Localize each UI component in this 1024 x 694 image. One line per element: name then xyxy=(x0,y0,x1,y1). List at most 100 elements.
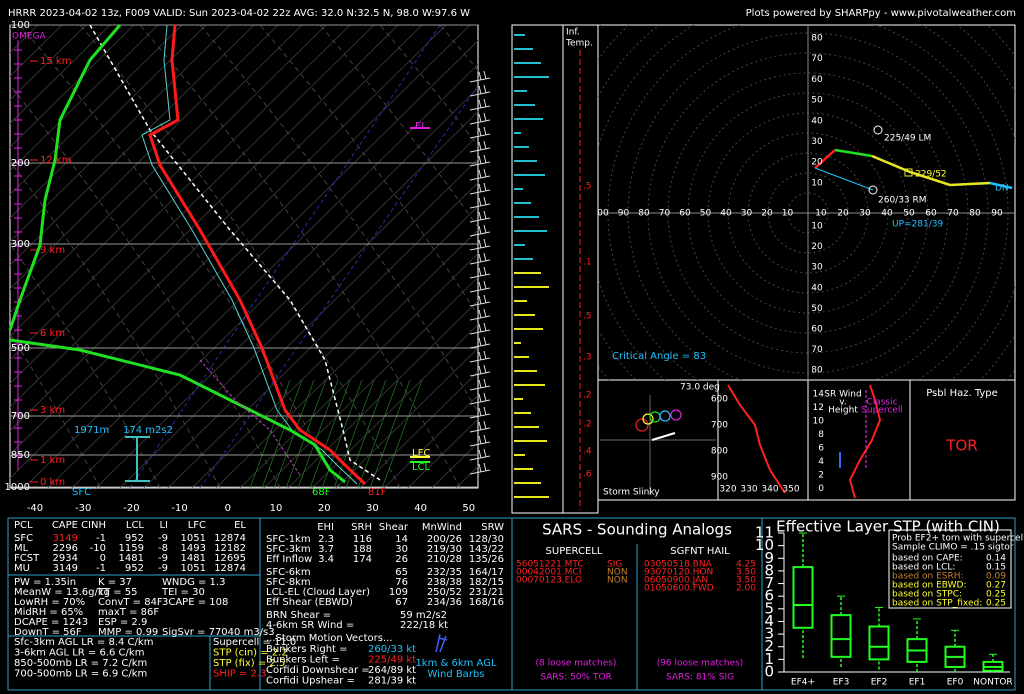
temp-label: 10 xyxy=(270,503,283,514)
eff-srh: 174 m2s2 xyxy=(123,425,173,436)
index: PW = 1.35in xyxy=(14,577,76,588)
dry-adiabat xyxy=(139,25,461,488)
temp-label: 20 xyxy=(318,503,331,514)
parcel-header: CAPE xyxy=(52,520,78,531)
temp-label: 30 xyxy=(366,503,379,514)
sars-match-size: 3.50 xyxy=(736,576,756,586)
profiles xyxy=(8,24,430,486)
index: ConvT = 84F xyxy=(98,597,163,608)
hodo-y-label: 80 xyxy=(811,366,823,376)
kin-cell: 67 xyxy=(395,597,408,608)
hodo-y-label: 80 xyxy=(811,34,823,44)
hodo-x-label: 60 xyxy=(679,209,691,219)
index: ESP = 2.9 xyxy=(98,617,147,628)
motion-label: Bunkers Right = xyxy=(266,644,348,655)
dry-adiabat xyxy=(79,25,401,488)
sfc-dewpoint: 68F xyxy=(312,487,331,498)
wind-barb xyxy=(469,434,491,447)
parcel-cell: -1 xyxy=(96,563,106,574)
prob-label: based on STP_fixed: xyxy=(892,599,982,609)
parcel-cell: 2296 xyxy=(53,543,78,554)
parcel-cell: 3149 xyxy=(53,533,78,544)
kin-header: SRW xyxy=(481,522,504,533)
index: MeanW = 13.6g/kg xyxy=(14,587,110,598)
wind-barb xyxy=(469,392,491,405)
isotherm xyxy=(10,25,183,196)
composite-index: STP (fix) = 2.5 xyxy=(213,658,285,669)
kin-cell: 116 xyxy=(353,534,372,545)
height-label: 9 km xyxy=(40,245,65,256)
wind-barb xyxy=(469,406,491,419)
kin-cell: 30 xyxy=(395,544,408,555)
eff-depth: 1971m xyxy=(74,425,109,436)
prob-value: 0.15 xyxy=(986,563,1006,573)
isotherm xyxy=(10,25,327,337)
theta-x-label: 350 xyxy=(782,485,799,495)
stp-box xyxy=(830,614,852,658)
kin-cell: 210/28 xyxy=(427,554,462,565)
prob-title: Sample CLIMO = .15 sigtor xyxy=(892,543,1014,553)
index: LowRH = 70% xyxy=(14,597,85,608)
motion-label: Corfidi Downshear = xyxy=(266,665,370,676)
srwind-y-label: 6 xyxy=(818,444,824,454)
isotherm xyxy=(10,25,423,432)
hail-line xyxy=(357,379,399,488)
stp-category: EF2 xyxy=(871,678,888,688)
wind-barb xyxy=(469,448,491,461)
wind-barb xyxy=(469,84,491,97)
hodo-x-label: 70 xyxy=(659,209,671,219)
kin-cell: 250/52 xyxy=(427,587,462,598)
lcl-label: LCL xyxy=(412,462,431,473)
kin-header: Shear xyxy=(379,522,409,533)
isotherm xyxy=(263,276,478,488)
isotherm xyxy=(311,323,478,488)
hodo-x-label: 30 xyxy=(741,209,753,219)
parcel-cell: -9 xyxy=(158,553,168,564)
pressure-label: 1000 xyxy=(5,482,30,493)
hodo-0-3km xyxy=(814,149,836,169)
index: DownT = 56F xyxy=(14,627,82,638)
prob-label: based on CAPE: xyxy=(892,554,963,564)
isotherm xyxy=(10,25,471,479)
kin-cell: 182/15 xyxy=(469,577,504,588)
srwind-y-label: 2 xyxy=(818,471,824,481)
hail-line xyxy=(261,379,303,488)
prob-value: 0.25 xyxy=(986,599,1006,609)
isotherm xyxy=(359,371,478,488)
parcel-cell: 3149 xyxy=(53,563,78,574)
inftemp-label: .5 xyxy=(583,312,592,322)
sars-match-type: NON xyxy=(607,568,628,578)
parcel-cell: -10 xyxy=(90,543,106,554)
wind-barb xyxy=(469,168,491,181)
dry-adiabat xyxy=(379,25,478,147)
parcel-cell: 1493 xyxy=(181,543,206,554)
isotherm xyxy=(10,25,447,456)
srwind-y-label: 4 xyxy=(818,457,824,467)
dewpoint-profile xyxy=(8,24,122,331)
stp-y-label: 1 xyxy=(764,650,774,668)
up-label: UP=281/39 xyxy=(892,220,943,230)
critical-angle: Critical Angle = 83 xyxy=(612,351,706,362)
inftemp-label: .3 xyxy=(583,353,592,363)
stp-y-label: 3 xyxy=(764,625,774,643)
kin-cell: 128/30 xyxy=(469,534,504,545)
srwind-title: v. xyxy=(839,398,847,408)
theta-x-label: 320 xyxy=(719,485,736,495)
hodo-y-label: 40 xyxy=(811,116,823,126)
isotherm xyxy=(10,25,111,125)
wind-barb xyxy=(469,126,491,139)
isotherm xyxy=(383,394,478,488)
index: K = 37 xyxy=(98,577,132,588)
dn-label: DN xyxy=(995,184,1009,194)
hodo-y-label: 30 xyxy=(811,137,823,147)
height-label: 12 km xyxy=(40,155,71,166)
parcel-header: LFC xyxy=(188,520,206,531)
parcel-cell: -1 xyxy=(96,533,106,544)
wind-barb xyxy=(469,224,491,237)
mixing-line xyxy=(129,25,441,488)
prob-label: based on ESRH: xyxy=(892,572,964,582)
wind-barb xyxy=(469,154,491,167)
parcel-cell: 1051 xyxy=(181,533,206,544)
dry-adiabat xyxy=(10,160,221,488)
kin-cell: 14 xyxy=(395,534,408,545)
